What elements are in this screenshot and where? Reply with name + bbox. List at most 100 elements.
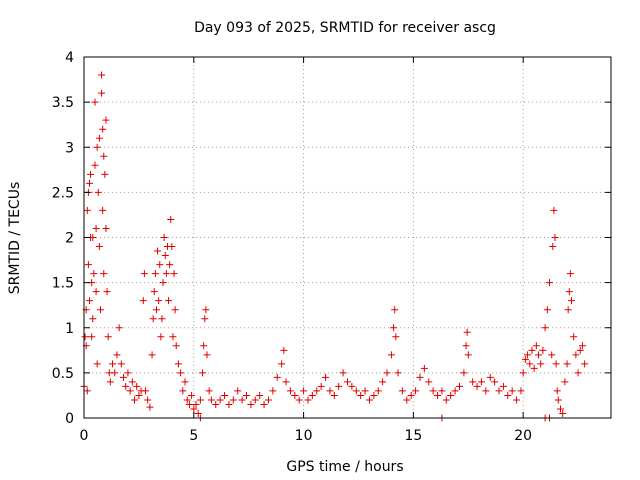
data-point (150, 288, 158, 296)
data-point (537, 360, 545, 368)
data-point (460, 369, 468, 377)
x-tick-label: 20 (514, 428, 532, 444)
data-point (567, 297, 575, 305)
data-point (95, 243, 103, 251)
data-point (100, 152, 108, 160)
data-point (172, 342, 180, 350)
data-point (434, 391, 442, 399)
data-point (491, 378, 499, 386)
data-point (477, 378, 485, 386)
data-point (140, 270, 148, 278)
data-point (84, 261, 92, 269)
data-point (570, 333, 578, 341)
data-point (469, 378, 477, 386)
x-tick-labels: 0 5 10 15 20 (80, 428, 533, 444)
y-tick-label: 3.5 (52, 95, 74, 111)
data-point (387, 351, 395, 359)
data-point (190, 405, 198, 413)
data-point (95, 134, 103, 142)
data-point (273, 373, 281, 381)
data-point (559, 409, 567, 417)
data-point (101, 170, 109, 178)
data-point (170, 270, 178, 278)
data-point (392, 333, 400, 341)
data-point (532, 342, 540, 350)
data-point (438, 387, 446, 395)
data-point (109, 360, 117, 368)
data-point (155, 297, 163, 305)
data-points (80, 71, 589, 422)
data-point (126, 387, 134, 395)
data-point (528, 346, 536, 354)
data-point (447, 391, 455, 399)
data-point (455, 382, 463, 390)
data-point (578, 342, 586, 350)
data-point (565, 288, 573, 296)
data-point (256, 391, 264, 399)
data-point (151, 270, 159, 278)
data-point (463, 328, 471, 336)
data-point (152, 306, 160, 314)
data-point (158, 315, 166, 323)
data-point (524, 351, 532, 359)
data-point (168, 243, 176, 251)
x-tick-label: 15 (404, 428, 422, 444)
data-point (183, 396, 191, 404)
data-point (390, 324, 398, 332)
data-point (407, 391, 415, 399)
data-point (146, 403, 154, 411)
data-point (513, 396, 521, 404)
data-point (90, 270, 98, 278)
data-point (251, 396, 259, 404)
data-point (102, 224, 110, 232)
data-point (157, 333, 165, 341)
data-point (286, 387, 294, 395)
data-point (304, 396, 312, 404)
data-point (91, 161, 99, 169)
data-point (89, 315, 97, 323)
data-point (295, 396, 303, 404)
data-point (508, 387, 516, 395)
data-point (207, 396, 215, 404)
data-point (160, 234, 168, 241)
data-point (99, 206, 107, 214)
data-point (88, 333, 96, 341)
data-point (264, 396, 272, 404)
data-point (317, 382, 325, 390)
data-point (201, 315, 209, 323)
data-point (313, 387, 321, 395)
data-point (122, 382, 130, 390)
data-point (148, 351, 156, 359)
data-point (85, 297, 93, 305)
data-point (278, 360, 286, 368)
data-point (133, 382, 141, 390)
data-point (563, 360, 571, 368)
data-point (96, 306, 104, 314)
data-point (200, 342, 208, 350)
data-point (104, 333, 112, 341)
data-point (576, 346, 584, 354)
y-tick-labels: 0 0.5 1 1.5 2 2.5 3 3.5 4 (52, 50, 74, 427)
data-point (177, 369, 185, 377)
data-point (554, 396, 562, 404)
data-point (179, 387, 187, 395)
data-point (300, 387, 308, 395)
data-point (141, 387, 149, 395)
data-point (539, 346, 547, 354)
data-point (391, 306, 399, 314)
data-point (166, 261, 174, 269)
data-point (212, 400, 220, 408)
data-point (416, 373, 424, 381)
data-point (174, 360, 182, 368)
data-point (83, 206, 91, 214)
data-point (242, 391, 250, 399)
data-point (394, 369, 402, 377)
data-point (194, 409, 202, 417)
data-point (238, 396, 246, 404)
data-point (473, 382, 481, 390)
data-point (442, 396, 450, 404)
data-point (546, 279, 554, 287)
data-point (499, 382, 507, 390)
data-point (139, 297, 147, 305)
